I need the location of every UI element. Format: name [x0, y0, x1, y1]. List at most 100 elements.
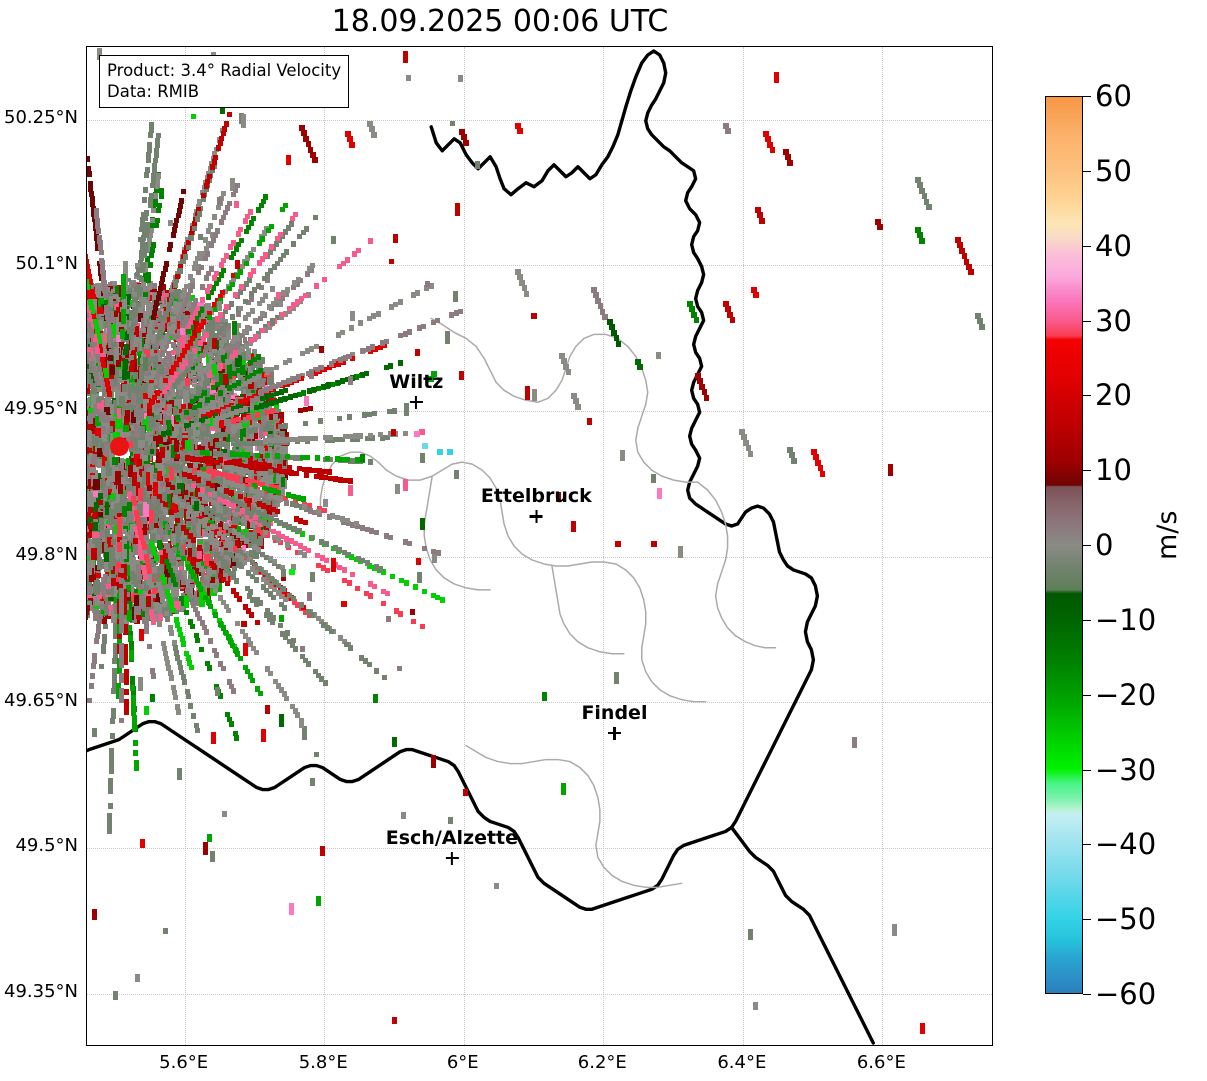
- radar-echo-pixel: [419, 623, 425, 630]
- radar-echo-pixel: [122, 300, 128, 306]
- radar-echo-pixel: [174, 399, 181, 407]
- radar-echo-pixel: [99, 530, 105, 538]
- radar-echo-pixel: [240, 442, 246, 458]
- radar-echo-pixel: [224, 441, 230, 447]
- radar-echo-pixel: [87, 293, 92, 299]
- radar-echo-pixel: [186, 514, 193, 526]
- radar-echo-pixel: [207, 403, 214, 408]
- figure-title: 18.09.2025 00:06 UTC: [331, 4, 669, 39]
- radar-echo-pixel: [104, 442, 109, 456]
- radar-echo-pixel: [171, 415, 177, 427]
- radar-echo-pixel: [103, 398, 109, 409]
- radar-echo-pixel: [191, 713, 196, 719]
- radar-echo-pixel: [257, 528, 263, 542]
- radar-echo-pixel: [245, 414, 251, 420]
- radar-echo-pixel: [230, 688, 236, 694]
- radar-echo-pixel: [214, 356, 220, 363]
- radar-echo-pixel: [288, 221, 294, 227]
- radar-echo-pixel: [196, 545, 202, 551]
- radar-echo-pixel: [223, 253, 229, 259]
- radar-echo-pixel: [293, 646, 298, 652]
- radar-echo-pixel: [169, 495, 176, 507]
- radar-echo-pixel: [213, 612, 219, 618]
- radar-echo-pixel: [370, 344, 376, 350]
- radar-echo-pixel: [97, 448, 103, 457]
- radar-echo-pixel: [177, 510, 184, 518]
- radar-echo-pixel: [159, 418, 166, 426]
- radar-echo-pixel: [281, 477, 286, 487]
- radar-echo-pixel: [192, 351, 199, 359]
- radar-echo-pixel: [231, 425, 237, 433]
- radar-echo-pixel: [170, 556, 176, 563]
- radar-echo-pixel: [255, 619, 261, 626]
- radar-echo-pixel: [196, 346, 202, 351]
- radar-echo-pixel: [142, 502, 149, 517]
- radar-echo-pixel: [87, 264, 90, 270]
- radar-echo-pixel: [94, 435, 99, 447]
- radar-echo-pixel: [93, 323, 99, 329]
- radar-echo-pixel: [411, 618, 417, 625]
- radar-echo-pixel: [207, 283, 212, 290]
- radar-echo-pixel: [181, 679, 187, 685]
- radar-echo-pixel: [123, 349, 129, 355]
- radar-echo-pixel: [234, 335, 240, 341]
- radar-echo-pixel: [222, 480, 228, 487]
- radar-echo-pixel: [191, 542, 197, 558]
- radar-echo-pixel: [220, 349, 225, 355]
- radar-echo-pixel: [90, 308, 96, 315]
- radar-echo-pixel: [87, 284, 91, 290]
- radar-echo-pixel: [282, 605, 288, 611]
- radar-echo-pixel: [175, 709, 181, 715]
- radar-echo-pixel: [115, 471, 122, 485]
- radar-echo-pixel: [220, 665, 226, 672]
- radar-echo-pixel: [87, 299, 89, 306]
- radar-echo-pixel: [245, 325, 251, 331]
- radar-echo-pixel: [190, 489, 196, 497]
- radar-echo-pixel: [96, 572, 101, 579]
- radar-echo-pixel: [175, 517, 181, 523]
- radar-echo-pixel: [368, 459, 374, 465]
- radar-echo-pixel: [224, 580, 230, 586]
- radar-echo-pixel: [87, 324, 89, 334]
- radar-echo-pixel: [346, 580, 352, 586]
- radar-echo-pixel: [241, 350, 248, 361]
- radar-echo-pixel: [93, 604, 99, 612]
- radar-echo-pixel: [181, 555, 187, 562]
- radar-echo-pixel: [140, 441, 146, 447]
- radar-echo-pixel: [252, 334, 258, 340]
- radar-echo-pixel: [223, 509, 228, 515]
- radar-echo-pixel: [141, 610, 146, 618]
- radar-echo-pixel: [129, 366, 135, 372]
- radar-echo-pixel: [95, 348, 101, 354]
- radar-echo-pixel: [113, 310, 119, 318]
- radar-echo-pixel: [124, 527, 130, 539]
- radar-echo-pixel: [258, 535, 263, 547]
- radar-echo-pixel: [103, 372, 109, 378]
- map-plot-area[interactable]: Wiltz Ettelbruck Findel Esch/Alzette Produc…: [86, 46, 993, 1046]
- radar-echo-pixel: [87, 249, 88, 255]
- radar-echo-pixel: [122, 359, 128, 365]
- radar-echo-pixel: [223, 440, 230, 455]
- radar-echo-pixel: [285, 287, 290, 293]
- radar-echo-pixel: [87, 554, 92, 561]
- radar-echo-pixel: [150, 448, 155, 455]
- radar-echo-pixel: [235, 416, 241, 423]
- radar-echo-pixel: [310, 262, 316, 269]
- radar-echo-pixel: [153, 345, 159, 353]
- radar-echo-pixel: [230, 240, 236, 246]
- radar-echo-pixel: [87, 279, 90, 285]
- radar-echo-pixel: [87, 254, 89, 260]
- radar-echo-pixel: [122, 364, 128, 370]
- radar-echo-pixel: [175, 556, 183, 568]
- radar-echo-pixel: [133, 423, 140, 439]
- radar-echo-pixel: [238, 237, 244, 244]
- radar-echo-pixel: [102, 367, 108, 373]
- radar-echo-pixel: [180, 579, 186, 585]
- radar-echo-pixel: [130, 556, 137, 561]
- radar-echo-pixel: [278, 412, 284, 418]
- radar-echo-pixel: [93, 478, 101, 491]
- radar-echo-pixel: [230, 493, 236, 500]
- radar-echo-pixel: [122, 374, 128, 380]
- radar-echo-pixel: [307, 405, 313, 412]
- radar-echo-pixel: [295, 276, 301, 283]
